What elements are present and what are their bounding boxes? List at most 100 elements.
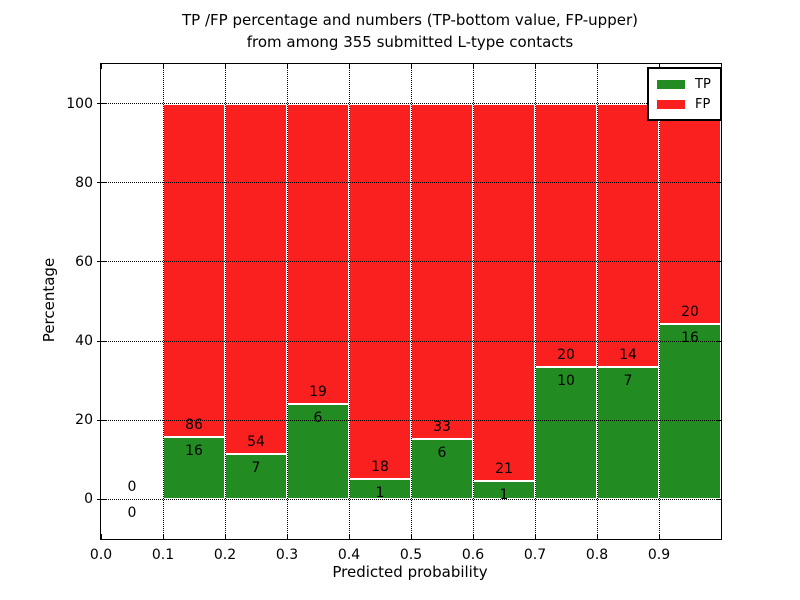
bar-segment-fp <box>349 103 411 479</box>
tp-color-swatch <box>657 79 685 89</box>
tp-count-label: 7 <box>623 373 633 390</box>
fp-count-label: 19 <box>309 384 327 401</box>
chart-title-line1: TP /FP percentage and numbers (TP-bottom… <box>182 11 638 29</box>
v-gridline <box>658 64 660 539</box>
tp-count-label: 1 <box>499 487 509 504</box>
y-axis-label: Percentage <box>40 257 58 343</box>
y-tick-mark <box>97 419 106 421</box>
bar-segment-tp <box>225 453 287 500</box>
x-tick-label: 0.9 <box>647 547 671 563</box>
y-tick-mark-right <box>716 340 721 342</box>
x-tick-mark-top <box>596 64 598 69</box>
x-tick-mark-top <box>534 64 536 69</box>
x-tick-label: 0.2 <box>213 547 237 563</box>
x-tick-mark <box>410 534 412 539</box>
x-tick-mark <box>224 534 226 539</box>
tp-count-label: 6 <box>437 444 447 461</box>
x-tick-label: 0.3 <box>275 547 299 563</box>
bar-segment-fp <box>659 103 721 324</box>
bar-segment-fp <box>225 103 287 454</box>
x-tick-mark <box>100 534 102 539</box>
x-tick-mark <box>348 534 350 539</box>
fp-color-swatch <box>657 99 685 109</box>
tp-count-label: 1 <box>375 484 385 501</box>
y-tick-mark <box>97 261 106 263</box>
v-gridline <box>534 64 536 539</box>
v-gridline <box>286 64 288 539</box>
x-tick-mark-top <box>286 64 288 69</box>
y-tick-label: 20 <box>75 412 93 429</box>
bar-segment-fp <box>411 103 473 439</box>
fp-count-label: 18 <box>371 458 389 475</box>
y-tick-label: 40 <box>75 333 93 350</box>
x-tick-label: 0.0 <box>89 547 113 563</box>
fp-count-label: 0 <box>127 479 137 496</box>
legend-entry-tp: TP <box>657 74 711 94</box>
fp-count-label: 54 <box>247 433 265 450</box>
fp-count-label: 20 <box>681 303 699 320</box>
x-tick-label: 0.5 <box>399 547 423 563</box>
y-tick-mark-right <box>716 419 721 421</box>
v-gridline <box>224 64 226 539</box>
x-tick-mark-top <box>100 64 102 69</box>
x-tick-mark-top <box>410 64 412 69</box>
v-gridline <box>472 64 474 539</box>
x-tick-mark-top <box>224 64 226 69</box>
plot-area: TP FP 0 0 86 16 54 7 19 6 18 1 33 6 21 1 20 10 14 7 20 16 0.… <box>66 63 722 563</box>
x-tick-mark <box>534 534 536 539</box>
bar-segment-fp <box>597 103 659 368</box>
tp-count-label: 10 <box>557 373 575 390</box>
x-tick-mark-top <box>658 64 660 69</box>
legend-label-tp: TP <box>695 76 711 92</box>
x-tick-label: 0.8 <box>585 547 609 563</box>
y-tick-mark <box>97 182 106 184</box>
bar-segment-fp <box>163 103 225 438</box>
y-tick-mark-right <box>716 182 721 184</box>
x-tick-label: 0.4 <box>337 547 361 563</box>
fp-count-label: 33 <box>433 418 451 435</box>
bar-segment-tp <box>659 323 721 500</box>
tp-count-label: 16 <box>185 443 203 460</box>
fp-count-label: 14 <box>619 347 637 364</box>
y-tick-label: 60 <box>75 253 93 270</box>
tp-count-label: 7 <box>251 459 261 476</box>
fp-count-label: 21 <box>495 461 513 478</box>
y-tick-label: 100 <box>66 95 93 112</box>
v-gridline <box>410 64 412 539</box>
x-tick-mark <box>286 534 288 539</box>
y-tick-mark-right <box>716 261 721 263</box>
bar-segment-fp <box>287 103 349 405</box>
chart-title-line2: from among 355 submitted L-type contacts <box>246 33 574 51</box>
fp-count-label: 20 <box>557 347 575 364</box>
y-tick-label: 80 <box>75 174 93 191</box>
v-gridline <box>162 64 164 539</box>
y-tick-mark <box>97 103 106 105</box>
x-tick-mark <box>472 534 474 539</box>
x-tick-mark-top <box>162 64 164 69</box>
legend-label-fp: FP <box>695 96 711 112</box>
x-tick-mark <box>658 534 660 539</box>
y-tick-label: 0 <box>84 491 93 508</box>
x-tick-label: 0.7 <box>523 547 547 563</box>
legend-entry-fp: FP <box>657 94 711 114</box>
tp-count-label: 6 <box>313 410 323 427</box>
x-tick-label: 0.1 <box>151 547 175 563</box>
bar-segment-tp <box>163 437 225 500</box>
bar-segment-fp <box>473 103 535 482</box>
v-gridline <box>596 64 598 539</box>
v-gridline <box>348 64 350 539</box>
legend: TP FP <box>647 67 722 121</box>
y-tick-mark-right <box>716 498 721 500</box>
y-tick-mark <box>97 340 106 342</box>
tp-count-label: 0 <box>127 505 137 522</box>
x-axis-label: Predicted probability <box>332 563 488 581</box>
bar-segment-fp <box>535 103 597 368</box>
x-tick-label: 0.6 <box>461 547 485 563</box>
y-tick-mark <box>97 498 106 500</box>
x-tick-mark <box>162 534 164 539</box>
x-tick-mark-top <box>348 64 350 69</box>
chart-title: TP /FP percentage and numbers (TP-bottom… <box>100 9 720 53</box>
x-tick-mark-top <box>472 64 474 69</box>
tp-count-label: 16 <box>681 329 699 346</box>
